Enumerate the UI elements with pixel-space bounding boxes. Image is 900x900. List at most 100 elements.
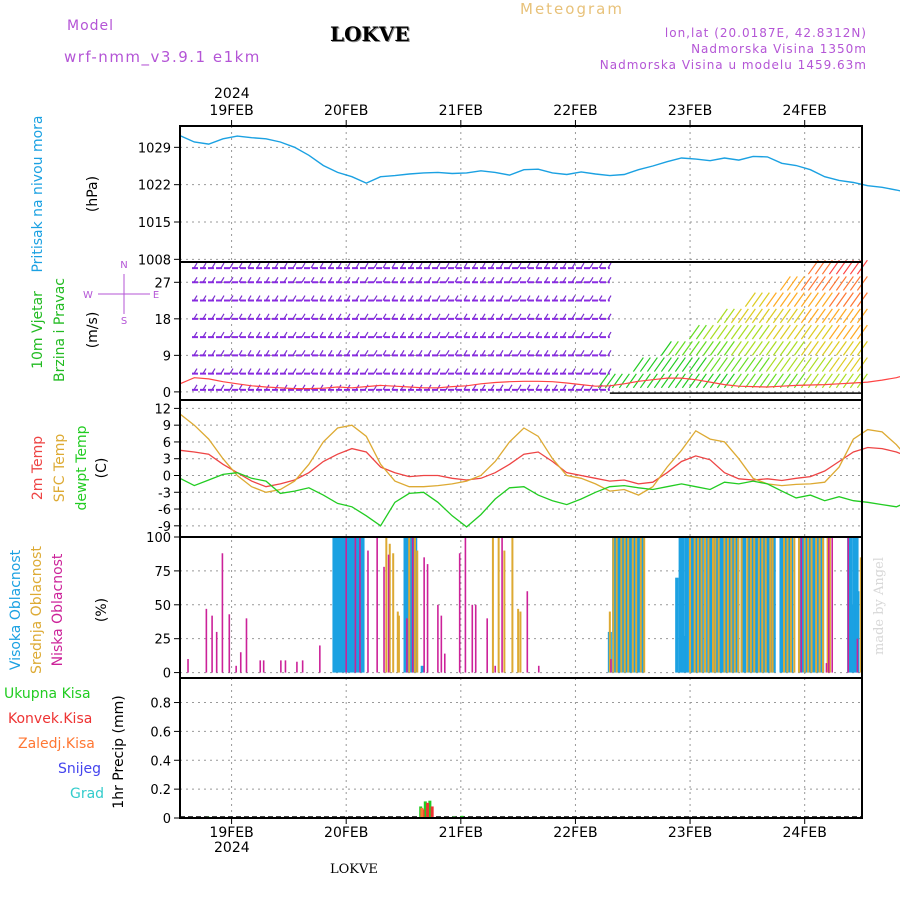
temp-line-1 — [179, 413, 900, 496]
wind-barb — [571, 295, 576, 301]
wind-barb — [589, 313, 594, 320]
wind-barb — [364, 350, 369, 356]
wind-barb-strong — [842, 341, 854, 356]
wind-barb — [391, 295, 396, 301]
low-cloud-bar — [215, 631, 218, 673]
wind-barb-strong — [716, 341, 728, 356]
wind-barb — [445, 350, 450, 356]
wind-barb-strong — [751, 341, 763, 356]
wind-barb — [607, 276, 612, 283]
wind-barb — [202, 350, 207, 356]
wind-barb — [427, 262, 432, 269]
mid-cloud-bar — [783, 537, 786, 673]
wind-barb — [580, 276, 585, 283]
wind-barb-strong — [842, 324, 854, 340]
compass-e: E — [153, 290, 159, 301]
wind-barb — [364, 313, 369, 320]
wind-barb — [355, 313, 360, 320]
wind-barb — [238, 313, 243, 320]
low-cloud-bar — [205, 608, 208, 673]
wind-barb-strong — [702, 341, 714, 356]
mid-cloud-bar — [707, 537, 710, 673]
wind-barb-strong — [828, 341, 840, 356]
wind-barb-strong — [793, 292, 805, 307]
wind-barb — [472, 368, 477, 374]
wind-barb-strong — [709, 373, 721, 389]
low-cloud-bar — [474, 604, 477, 673]
wind-barb-strong — [821, 324, 833, 340]
wind-barb-strong — [744, 308, 756, 324]
wind-barb — [373, 276, 378, 283]
wind-barb-strong — [849, 292, 861, 307]
y-tick-label: 75 — [154, 565, 171, 580]
mid-cloud-bar — [859, 557, 862, 673]
mid-cloud-bar — [789, 537, 792, 673]
precip-legend-item: Ukupna Kisa — [4, 686, 91, 702]
wind-barb — [310, 295, 315, 301]
wind-barb — [490, 313, 495, 320]
low-cloud-bar — [471, 604, 474, 673]
wind-barb-strong — [751, 292, 763, 307]
wind-barb-strong — [800, 308, 812, 324]
wind-barb — [229, 262, 234, 269]
wind-barb — [283, 295, 288, 301]
wind-barb — [373, 295, 378, 301]
wind-barb — [400, 313, 405, 320]
mid-cloud-bar — [396, 611, 399, 673]
wind-barb — [544, 384, 549, 391]
low-cloud-bar — [610, 659, 612, 673]
wind-barb-strong — [737, 357, 749, 372]
wind-barb — [220, 350, 225, 356]
wind-barb — [220, 384, 225, 391]
low-cloud-bar — [245, 618, 248, 673]
mid-cloud-bar — [797, 537, 800, 673]
wind-barb — [292, 313, 297, 320]
precip-total-bar — [428, 800, 432, 818]
compass-w: W — [83, 290, 93, 301]
wind-barb-strong — [681, 357, 693, 372]
low-cloud-bar — [235, 665, 237, 673]
high-cloud-bar — [688, 537, 704, 673]
wind-barb — [247, 313, 252, 320]
wind-barb — [202, 262, 207, 269]
wind-barb — [598, 295, 603, 301]
wind-barb — [517, 368, 522, 374]
x-tick-label-top: 23FEB — [668, 103, 712, 119]
wind-barb — [517, 350, 522, 356]
wind-barb — [265, 276, 270, 283]
low-cloud-bar — [376, 537, 378, 673]
wind-barb — [499, 384, 504, 391]
low-cloud-bar — [423, 557, 425, 673]
wind-barb — [229, 350, 234, 356]
wind-barb — [229, 368, 234, 374]
wind-barb — [301, 313, 306, 320]
wind-barb — [598, 350, 603, 356]
wind-barb-strong — [772, 357, 784, 372]
wind-barb-strong — [835, 357, 847, 372]
wind-barb-strong — [800, 292, 812, 307]
wind-barb-strong — [828, 292, 840, 307]
wind-barb — [445, 295, 450, 301]
wind-barb — [328, 276, 333, 283]
watermark: made by Angel — [872, 557, 887, 655]
wind-barb — [256, 313, 261, 320]
wind-barb — [409, 262, 414, 269]
wind-barb-strong — [618, 373, 630, 389]
wind-barb — [535, 368, 540, 374]
wind-barb — [238, 331, 243, 338]
temp-ylabel-dewpt: dewpt Temp — [74, 425, 90, 510]
low-cloud-bar — [411, 537, 414, 673]
wind-barb — [346, 295, 351, 301]
wind-barb-strong — [765, 357, 777, 372]
low-cloud-bar — [280, 660, 282, 673]
elevation-text: Nadmorska Visina 1350m — [691, 42, 867, 56]
y-tick-label: 0.2 — [150, 783, 171, 798]
station-title: LOKVE — [330, 22, 410, 46]
wind-barb — [553, 331, 558, 338]
wind-barb — [517, 262, 522, 269]
mid-cloud-bar — [793, 537, 796, 673]
wind-barb — [517, 276, 522, 283]
wind-barb-strong — [835, 308, 847, 324]
wind-barb — [265, 313, 270, 320]
mid-cloud-bar — [392, 553, 395, 673]
